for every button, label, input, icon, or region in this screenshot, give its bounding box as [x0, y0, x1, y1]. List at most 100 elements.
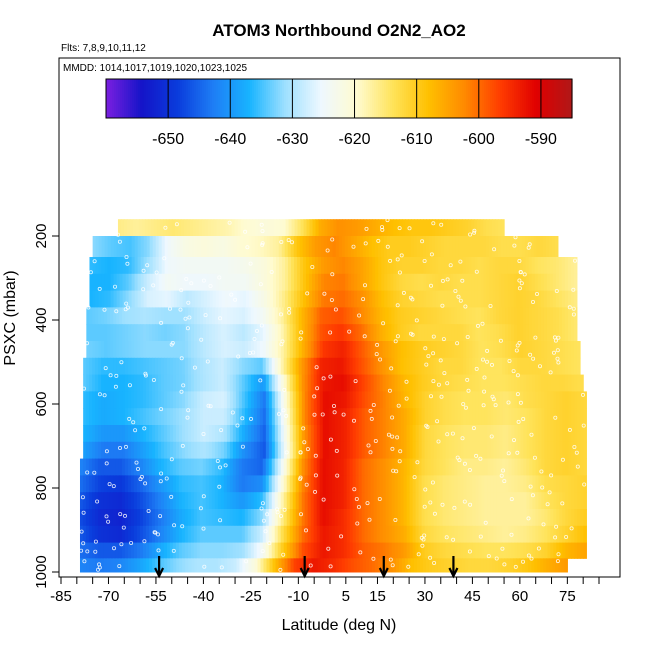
- heatmap-cell: [454, 509, 459, 527]
- heatmap-cell: [537, 307, 542, 325]
- heatmap-cell: [314, 558, 319, 573]
- colorbar-segment: [150, 79, 153, 118]
- colorbar-segment: [450, 79, 453, 118]
- heatmap-cell: [400, 307, 404, 325]
- heatmap-cell: [279, 219, 284, 237]
- heatmap-cell: [362, 236, 367, 258]
- heatmap-cell: [151, 509, 156, 527]
- heatmap-cell: [475, 509, 480, 527]
- heatmap-cell: [283, 341, 288, 359]
- heatmap-cell: [190, 475, 195, 493]
- heatmap-cell: [382, 425, 387, 443]
- heatmap-cell: [421, 357, 425, 376]
- heatmap-cell: [402, 257, 406, 275]
- heatmap-cell: [160, 492, 165, 510]
- heatmap-cell: [465, 290, 470, 308]
- heatmap-cell: [271, 307, 276, 325]
- heatmap-cell: [229, 441, 234, 460]
- heatmap-cell: [109, 542, 114, 559]
- heatmap-cell: [205, 509, 210, 527]
- heatmap-cell: [229, 542, 234, 559]
- heatmap-cell: [163, 525, 168, 544]
- heatmap-cell: [107, 425, 111, 443]
- heatmap-cell: [199, 542, 204, 559]
- heatmap-cell: [443, 236, 448, 258]
- heatmap-cell: [119, 324, 123, 342]
- sample-point: [328, 564, 333, 569]
- heatmap-cell: [406, 408, 411, 426]
- colorbar-segment: [306, 79, 309, 118]
- heatmap-cell: [378, 219, 382, 237]
- heatmap-cell: [241, 458, 246, 476]
- heatmap-cell: [155, 236, 160, 258]
- heatmap-cell: [257, 257, 262, 275]
- heatmap-cell: [97, 475, 102, 493]
- heatmap-cell: [130, 492, 135, 510]
- heatmap-cell: [385, 542, 390, 559]
- heatmap-cell: [493, 374, 497, 392]
- heatmap-cell: [483, 290, 488, 308]
- heatmap-cell: [307, 374, 312, 392]
- heatmap-cell: [257, 236, 262, 258]
- heatmap-cell: [556, 391, 560, 409]
- colorbar-segment: [468, 79, 471, 118]
- heatmap-cell: [131, 357, 135, 376]
- heatmap-cell: [181, 425, 186, 443]
- heatmap-cell: [555, 324, 560, 342]
- sample-point: [480, 321, 485, 326]
- heatmap-cell: [474, 257, 479, 275]
- heatmap-cell: [542, 236, 547, 258]
- heatmap-cell: [247, 341, 252, 359]
- heatmap-cell: [549, 273, 554, 292]
- heatmap-cell: [137, 374, 141, 392]
- heatmap-cell: [573, 324, 578, 342]
- heatmap-cell: [571, 425, 575, 443]
- heatmap-cell: [172, 374, 177, 392]
- colorbar-segment: [504, 79, 507, 118]
- heatmap-cell: [107, 357, 111, 376]
- heatmap-cell: [277, 425, 282, 443]
- heatmap-cell: [86, 374, 90, 392]
- heatmap-cell: [463, 458, 468, 476]
- heatmap-cell: [376, 357, 381, 376]
- heatmap-cell: [298, 374, 303, 392]
- colorbar-segment: [278, 79, 281, 118]
- heatmap-cell: [553, 408, 557, 426]
- heatmap-cell: [86, 357, 90, 376]
- heatmap-cell: [423, 290, 428, 308]
- heatmap-cell: [256, 324, 261, 342]
- heatmap-cell: [276, 257, 280, 275]
- heatmap-cell: [469, 458, 474, 476]
- heatmap-cell: [244, 475, 249, 493]
- heatmap-cell: [346, 492, 351, 510]
- heatmap-cell: [561, 257, 566, 275]
- colorbar-segment: [264, 79, 267, 118]
- heatmap-cell: [391, 324, 395, 342]
- heatmap-cell: [319, 324, 324, 342]
- sample-point: [303, 528, 308, 533]
- heatmap-cell: [178, 542, 183, 559]
- heatmap-cell: [155, 408, 159, 426]
- heatmap-cell: [173, 236, 178, 258]
- heatmap-cell: [89, 290, 94, 308]
- heatmap-cell: [107, 558, 111, 573]
- heatmap-cell: [152, 558, 156, 573]
- heatmap-cell: [148, 525, 153, 544]
- heatmap-cell: [161, 273, 166, 292]
- heatmap-cell: [334, 492, 339, 510]
- heatmap-cell: [370, 475, 375, 493]
- heatmap-cell: [259, 307, 264, 325]
- colorbar-segment: [506, 79, 509, 118]
- heatmap-cell: [333, 273, 337, 292]
- heatmap-cell: [517, 425, 522, 443]
- sample-point: [517, 278, 522, 283]
- sample-point: [554, 288, 559, 293]
- heatmap-cell: [196, 475, 201, 493]
- heatmap-cell: [127, 509, 132, 527]
- heatmap-cell: [435, 273, 440, 292]
- heatmap-cell: [498, 273, 503, 292]
- heatmap-cell: [399, 257, 403, 275]
- heatmap-cell: [430, 324, 434, 342]
- heatmap-cell: [568, 341, 572, 359]
- heatmap-cell: [331, 475, 336, 493]
